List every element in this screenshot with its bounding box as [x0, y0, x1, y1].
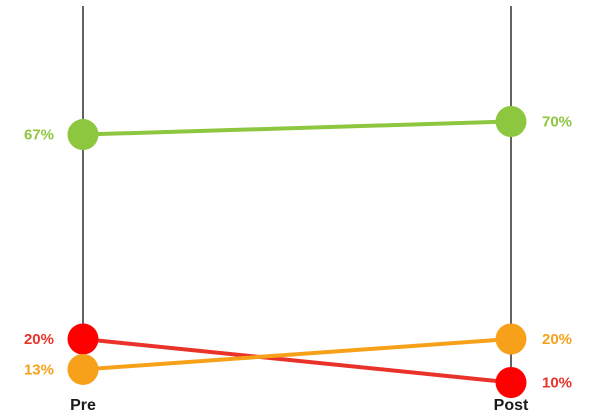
category-label-post: Post [494, 397, 529, 413]
series-0-data-label-post: 70% [542, 114, 572, 131]
series-0-data-label-pre: 67% [24, 127, 54, 144]
series-0-line [81, 119, 513, 137]
series-1-data-label-post: 10% [542, 375, 572, 392]
series-1-marker-post [495, 367, 527, 398]
series-2-data-label-pre: 13% [24, 361, 54, 378]
series-2-line [81, 337, 513, 372]
category-label-pre: Pre [70, 397, 96, 413]
series-layer: 67% 70% 20% 10% 13% 20% [24, 106, 572, 398]
series-2-marker-post [495, 323, 527, 355]
series-0-marker-post [495, 106, 527, 137]
series-1-line [81, 337, 513, 385]
series-2-marker-pre [67, 353, 99, 385]
series-1-marker-pre [67, 323, 99, 355]
series-2-data-label-post: 20% [542, 331, 572, 348]
series-1-data-label-pre: 20% [24, 331, 54, 348]
series-0-marker-pre [67, 119, 99, 151]
